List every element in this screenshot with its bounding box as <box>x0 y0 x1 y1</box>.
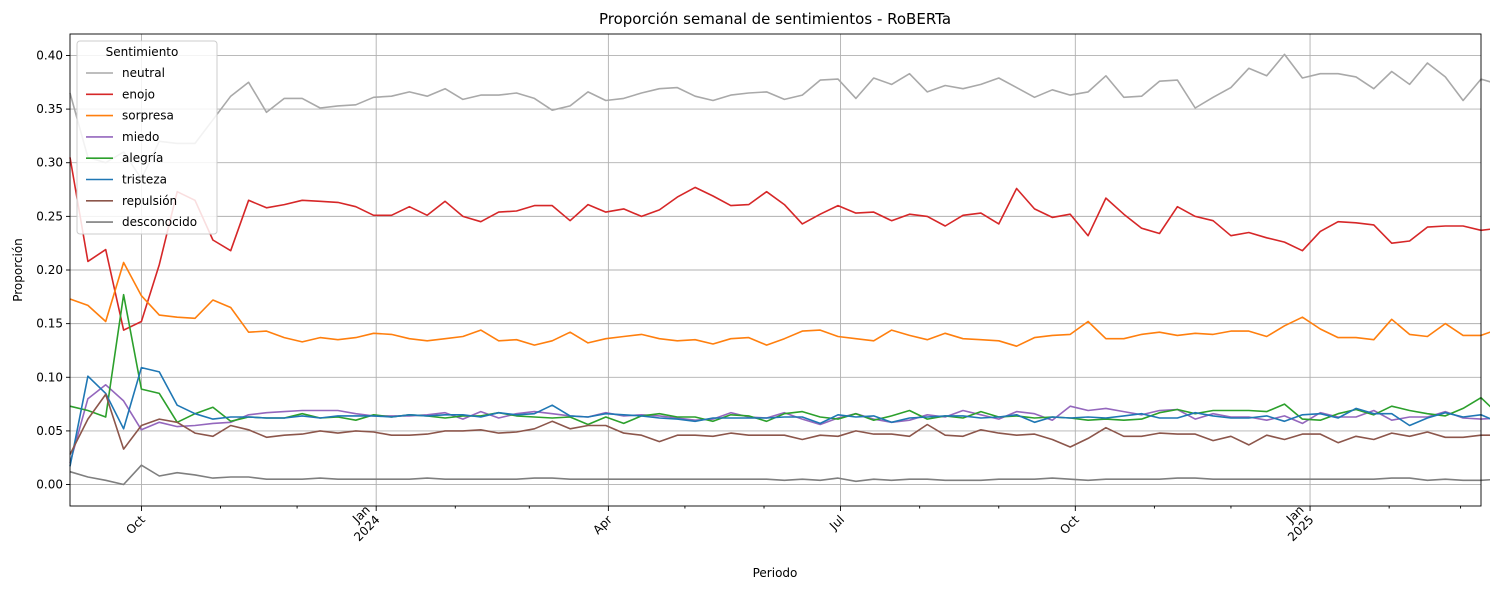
x-tick-label-line: Oct <box>123 512 148 537</box>
legend-label-repulsión: repulsión <box>122 194 177 208</box>
y-tick-label: 0.10 <box>36 370 63 384</box>
legend-box <box>76 40 218 235</box>
series-lines <box>69 53 1490 486</box>
series-line-repulsión <box>69 393 1490 455</box>
legend-label-alegría: alegría <box>122 151 163 165</box>
plot-frame <box>69 33 1482 507</box>
y-tick-label: 0.40 <box>36 48 63 62</box>
x-tick-label: Jul <box>826 513 847 534</box>
x-tick-label: Apr <box>590 513 615 538</box>
legend-label-desconocido: desconocido <box>122 215 197 229</box>
legend-label-neutral: neutral <box>122 66 165 80</box>
series-line-miedo <box>69 383 1490 464</box>
y-tick-label: 0.00 <box>36 478 63 492</box>
series-line-enojo <box>69 157 1490 331</box>
legend-label-enojo: enojo <box>122 87 155 101</box>
axes: 0.00 0.05 0.10 0.15 0.20 0.25 0.30 0.35 0.40 Oct J… <box>36 33 1482 544</box>
legend: Sentimiento neutral enojo sorpresa miedo aleg… <box>76 40 218 235</box>
series-line-neutral <box>69 53 1490 180</box>
series-line-desconocido <box>69 464 1490 486</box>
y-tick-label: 0.05 <box>36 424 63 438</box>
legend-label-sorpresa: sorpresa <box>122 109 174 123</box>
series-line-sorpresa <box>69 261 1490 348</box>
x-tick-label: Oct <box>123 512 148 537</box>
x-axis-label: Periodo <box>753 566 798 580</box>
y-axis-label: Proporción <box>11 238 25 302</box>
y-tick-label: 0.20 <box>36 263 63 277</box>
legend-label-tristeza: tristeza <box>122 173 167 187</box>
y-tick-label: 0.25 <box>36 209 63 223</box>
chart-title: Proporción semanal de sentimientos - RoB… <box>599 10 951 28</box>
grid-lines <box>70 34 1481 506</box>
series-line-alegría <box>69 293 1490 426</box>
x-tick-label: Oct <box>1057 512 1082 537</box>
x-tick-label-line: Oct <box>1057 512 1082 537</box>
legend-label-miedo: miedo <box>122 130 159 144</box>
y-tick-label: 0.15 <box>36 317 63 331</box>
x-tick-label-line: Apr <box>590 513 615 538</box>
series-line-tristeza <box>69 366 1490 467</box>
x-tick-label-line: Jul <box>826 513 847 534</box>
y-tick-label: 0.35 <box>36 102 63 116</box>
y-tick-label: 0.30 <box>36 156 63 170</box>
legend-title: Sentimiento <box>106 45 179 59</box>
